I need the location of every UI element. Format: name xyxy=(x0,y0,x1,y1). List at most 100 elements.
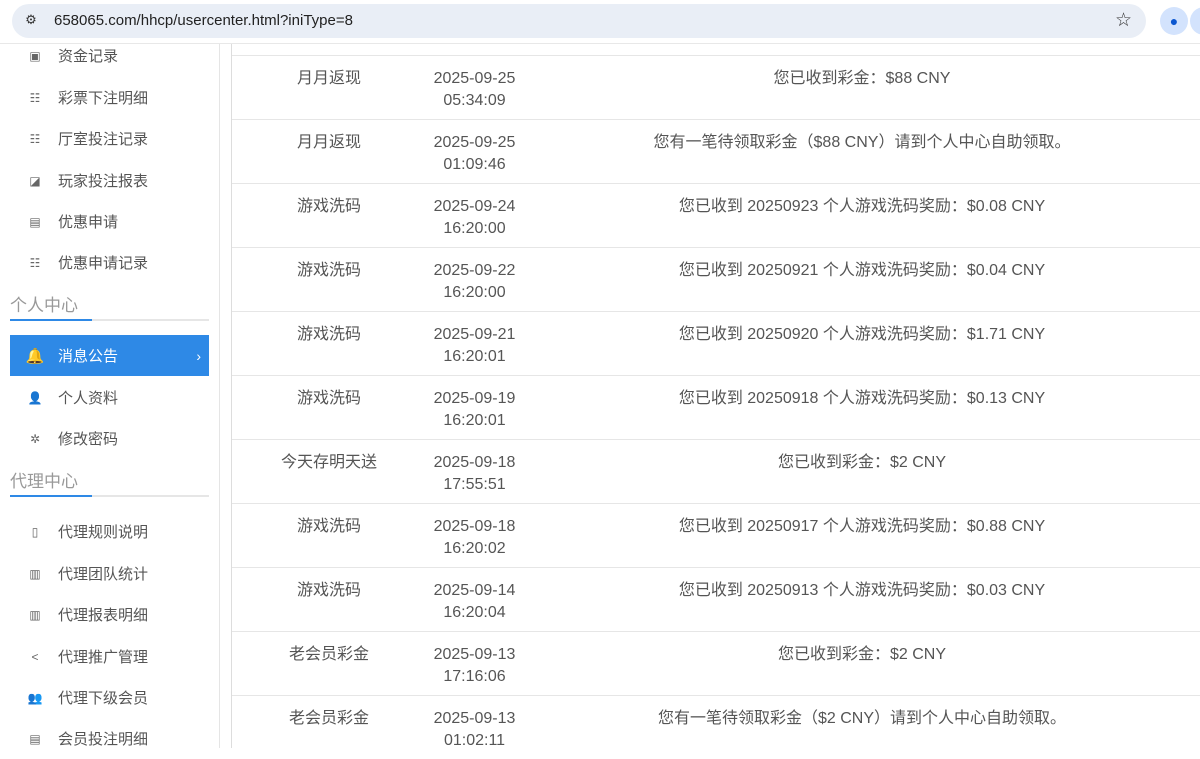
site-settings-icon[interactable]: ⚙ xyxy=(25,12,37,27)
message-date: 2025-09-25 xyxy=(433,70,516,87)
list-icon: ☷ xyxy=(29,131,41,146)
table-row[interactable]: 月月返现 2025-09-25 01:09:46 您有一笔待领取彩金（$88 CN… xyxy=(232,119,1200,183)
message-type: 今天存明天送 xyxy=(280,454,377,471)
sidebar-item-label: 会员投注明细 xyxy=(58,731,149,748)
table-row[interactable]: 游戏洗码 2025-09-21 16:20:01 您已收到 20250920 个人… xyxy=(232,311,1200,375)
message-list: 月月返现 2025-09-25 05:34:09 您已收到彩金：$88 CNY 月月… xyxy=(231,44,1200,749)
table-row[interactable]: 游戏洗码 2025-09-24 16:20:00 您已收到 20250923 个人… xyxy=(232,183,1200,247)
divider xyxy=(10,495,209,497)
message-date: 2025-09-14 xyxy=(433,582,516,599)
message-time: 16:20:00 xyxy=(443,220,506,237)
sidebar-item[interactable]: ☷ 优惠申请记录 xyxy=(10,242,209,283)
users-icon: 👥 xyxy=(27,690,43,705)
share-icon: < xyxy=(31,649,39,664)
message-date: 2025-09-18 xyxy=(433,518,516,535)
message-content: 您已收到 20250921 个人游戏洗码奖励：$0.04 CNY xyxy=(678,262,1046,279)
sidebar-item-label: 消息公告 xyxy=(58,348,119,365)
extension-icon[interactable] xyxy=(1190,7,1200,35)
table-row[interactable]: 月月返现 2025-09-25 05:34:09 您已收到彩金：$88 CNY xyxy=(232,55,1200,119)
sidebar-item[interactable]: ▯ 代理规则说明 xyxy=(10,511,209,552)
address-bar[interactable]: ⚙ 658065.com/hhcp/usercenter.html?iniTyp… xyxy=(12,4,1146,38)
message-datetime: 2025-09-25 01:09:46 xyxy=(407,132,542,176)
sidebar-item-label: 玩家投注报表 xyxy=(58,173,149,190)
message-content: 您已收到彩金：$88 CNY xyxy=(773,70,951,87)
sidebar-item-label: 代理下级会员 xyxy=(58,690,149,707)
message-datetime: 2025-09-25 05:34:09 xyxy=(407,68,542,112)
message-type: 老会员彩金 xyxy=(288,710,369,727)
sidebar-item[interactable]: 🔔 消息公告 › xyxy=(10,335,209,376)
book-icon: ▥ xyxy=(29,607,41,622)
message-time: 01:02:11 xyxy=(443,732,506,749)
sidebar-item[interactable]: ▥ 代理团队统计 xyxy=(10,553,209,594)
message-time: 17:16:06 xyxy=(443,668,506,685)
message-date: 2025-09-22 xyxy=(433,262,516,279)
message-datetime: 2025-09-18 16:20:02 xyxy=(407,516,542,560)
sidebar-item-label: 代理规则说明 xyxy=(58,524,149,541)
message-time: 16:20:01 xyxy=(443,412,506,429)
message-datetime: 2025-09-22 16:20:00 xyxy=(407,260,542,304)
sidebar-item[interactable]: ▥ 代理报表明细 xyxy=(10,594,209,635)
bookmark-star-icon[interactable]: ☆ xyxy=(1114,10,1132,31)
message-time: 16:20:01 xyxy=(443,348,506,365)
message-datetime: 2025-09-13 01:02:11 xyxy=(407,708,542,752)
message-time: 05:34:09 xyxy=(443,92,506,109)
gear-icon: ✲ xyxy=(29,431,41,446)
message-date: 2025-09-25 xyxy=(433,134,516,151)
sidebar-item[interactable]: 👥 代理下级会员 xyxy=(10,677,209,718)
sidebar-item-label: 优惠申请记录 xyxy=(58,255,149,272)
sidebar-item-label: 厅室投注记录 xyxy=(58,131,149,148)
message-content: 您已收到 20250923 个人游戏洗码奖励：$0.08 CNY xyxy=(678,198,1046,215)
sidebar-item[interactable]: ◪ 玩家投注报表 xyxy=(10,160,209,201)
user-icon: 👤 xyxy=(27,390,43,405)
table-row[interactable]: 游戏洗码 2025-09-18 16:20:02 您已收到 20250917 个人… xyxy=(232,503,1200,567)
message-time: 01:09:46 xyxy=(443,156,506,173)
sidebar-item[interactable]: ☷ 厅室投注记录 xyxy=(10,118,209,159)
sidebar-item[interactable]: ▣ 资金记录 xyxy=(10,35,209,76)
file-icon: ▯ xyxy=(31,524,39,539)
message-content: 您已收到 20250920 个人游戏洗码奖励：$1.71 CNY xyxy=(678,326,1046,343)
sidebar-item[interactable]: < 代理推广管理 xyxy=(10,636,209,677)
sidebar: ▣ 资金记录 ☷ 彩票下注明细 ☷ 厅室投注记录 ◪ 玩家投注报表 ▤ 优惠申请 ☷ 优惠申请记录 个人… xyxy=(0,44,220,748)
chart-icon: ◪ xyxy=(29,173,41,188)
sidebar-item[interactable]: 👤 个人资料 xyxy=(10,377,209,418)
section-header: 个人中心 xyxy=(10,291,209,321)
document-icon: ▤ xyxy=(29,731,41,746)
table-row[interactable]: 游戏洗码 2025-09-22 16:20:00 您已收到 20250921 个人… xyxy=(232,247,1200,311)
message-datetime: 2025-09-21 16:20:01 xyxy=(407,324,542,368)
table-row[interactable]: 游戏洗码 2025-09-19 16:20:01 您已收到 20250918 个人… xyxy=(232,375,1200,439)
message-date: 2025-09-21 xyxy=(433,326,516,343)
sidebar-item[interactable]: ▤ 会员投注明细 xyxy=(10,718,209,759)
table-row[interactable]: 游戏洗码 2025-09-14 16:20:04 您已收到 20250913 个人… xyxy=(232,567,1200,631)
message-content: 您已收到彩金：$2 CNY xyxy=(777,454,947,471)
sidebar-item[interactable]: ✲ 修改密码 xyxy=(10,418,209,459)
message-datetime: 2025-09-14 16:20:04 xyxy=(407,580,542,624)
sidebar-item[interactable]: ☷ 彩票下注明细 xyxy=(10,77,209,118)
message-type: 老会员彩金 xyxy=(288,646,369,663)
table-row[interactable]: 老会员彩金 2025-09-13 01:02:11 您有一笔待领取彩金（$2 CN… xyxy=(232,695,1200,759)
list-icon: ☷ xyxy=(29,255,41,270)
message-content: 您有一笔待领取彩金（$88 CNY）请到个人中心自助领取。 xyxy=(653,134,1071,151)
wallet-icon: ▣ xyxy=(29,48,41,63)
message-date: 2025-09-13 xyxy=(433,646,516,663)
section-title: 个人中心 xyxy=(10,296,78,315)
message-type: 月月返现 xyxy=(296,134,361,151)
message-datetime: 2025-09-19 16:20:01 xyxy=(407,388,542,432)
profile-avatar-icon[interactable]: ● xyxy=(1160,7,1188,35)
section-header: 代理中心 xyxy=(10,467,209,497)
message-time: 17:55:51 xyxy=(443,476,506,493)
message-type: 游戏洗码 xyxy=(296,582,361,599)
message-type: 游戏洗码 xyxy=(296,326,361,343)
message-date: 2025-09-24 xyxy=(433,198,516,215)
message-content: 您已收到 20250917 个人游戏洗码奖励：$0.88 CNY xyxy=(678,518,1046,535)
table-row[interactable]: 今天存明天送 2025-09-18 17:55:51 您已收到彩金：$2 CNY xyxy=(232,439,1200,503)
message-type: 月月返现 xyxy=(296,70,361,87)
url-text[interactable]: 658065.com/hhcp/usercenter.html?iniType=… xyxy=(54,12,353,29)
table-row[interactable]: 老会员彩金 2025-09-13 17:16:06 您已收到彩金：$2 CNY xyxy=(232,631,1200,695)
sidebar-item-label: 代理报表明细 xyxy=(58,607,149,624)
sidebar-item-label: 个人资料 xyxy=(58,390,119,407)
sidebar-item[interactable]: ▤ 优惠申请 xyxy=(10,201,209,242)
message-content: 您已收到 20250913 个人游戏洗码奖励：$0.03 CNY xyxy=(678,582,1046,599)
list-icon: ☷ xyxy=(29,90,41,105)
sidebar-item-label: 优惠申请 xyxy=(58,214,119,231)
message-date: 2025-09-19 xyxy=(433,390,516,407)
